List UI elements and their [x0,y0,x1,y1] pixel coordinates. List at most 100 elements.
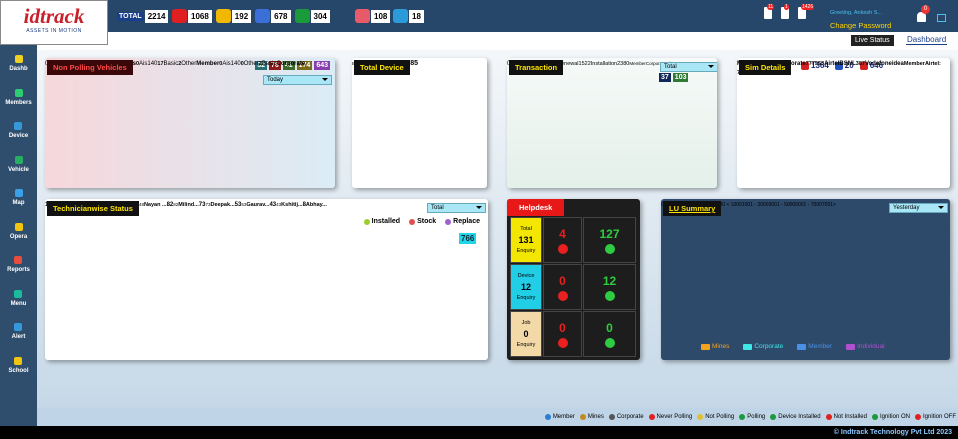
status-count[interactable]: 678 [255,9,291,23]
logout-icon[interactable] [937,14,946,22]
value-label: 53 [234,202,242,208]
sidebar-label: Dashb [9,66,28,72]
sidebar-item[interactable]: Alert [11,323,26,357]
x-tick-label: 5001 - 7000 [795,202,822,208]
closed-cell: 0 [583,311,636,357]
legend-icon [770,414,777,420]
footer: © Indtrack Technology Pvt Ltd 2023 [0,426,958,439]
closed-icon [604,290,615,301]
filter-dropdown[interactable]: Total [660,62,717,72]
filter-dropdown[interactable]: Yesterday [889,203,948,213]
inner-value-label: 73 [205,202,211,207]
total-box: TOTAL 2214 [117,10,169,23]
legend-item: Ignition ON [871,414,910,420]
other-icon [393,9,408,23]
closed-icon [604,337,615,348]
x-tick-label: Vodafoneidea [864,61,904,67]
y-tick-label: 0 [45,61,48,67]
legend: Mines Corporate Member Individual [701,343,885,350]
filter-dropdown[interactable]: Total [427,203,486,213]
sidebar-item[interactable]: Vehicle [8,155,29,190]
sim-totals: 1364 20 646 [801,61,883,70]
legend-swatch [445,218,452,225]
inner-value-label: 82 [173,202,179,207]
logo[interactable]: idtrack ASSETS IN MOTION [0,0,108,45]
non-polling-card: Non Polling Vehicles 32 76 41 174 643 Today … [45,58,335,188]
status-icon [172,9,187,23]
legend-icon [739,414,746,420]
x-tick-label: Other [243,61,259,67]
status-count[interactable]: 1068 [172,9,212,23]
card-title: Technicianwise Status [47,201,139,216]
legend-label: Not Installed [833,414,867,420]
badge: 103 [672,73,689,82]
row-label: Device [517,273,535,279]
y-tick-label: Installation [590,61,618,67]
other-count[interactable]: 18 [393,9,424,23]
top-bar: TOTAL 2214 1068 192 678 304 108 18 11 1 1426 … [0,0,958,32]
change-password[interactable]: Change Password [830,21,892,30]
alert[interactable]: 1426 [798,4,815,19]
x-tick-label: Basic [261,61,277,67]
x-tick-label: Ais140 [139,61,158,67]
legend-icon [797,343,807,350]
live-status-button[interactable]: Live Status [851,35,894,46]
sidebar-item[interactable]: Members [5,88,32,123]
legend-item: Corporate [743,343,783,350]
legend-icon [608,414,615,420]
x-tick-label: 3001 - 5000 [768,202,796,208]
legend-swatch [409,218,416,225]
helpdesk-row: Job 0 Enquiry 0 0 [510,311,636,357]
legend-label: Member [808,343,833,350]
sidebar-icon [14,222,23,231]
sidebar-icon [14,356,23,365]
x-tick-label: 1001 - 3000 [741,202,769,208]
sidebar-label: Alert [11,334,26,340]
status-icon [255,9,271,23]
open-icon [557,337,568,348]
calendar-count[interactable]: 108 [355,9,391,23]
card-title: Total Device [354,60,410,75]
group-label: Corporate [276,61,306,67]
x-tick-label: Deepak... [210,202,235,208]
value-label: 2 [258,61,262,67]
sidebar-label: Device [8,133,29,139]
sidebar-icon [14,55,23,63]
tooltip-series: Member [903,61,925,67]
dashboard-tab[interactable]: Dashboard [906,35,948,45]
calendar-number: 108 [371,9,391,23]
alert[interactable]: 11 [764,4,775,19]
open-cell: 0 [543,311,582,357]
alert[interactable]: 1 [781,4,789,19]
badges: 32 76 41 174 643 [255,61,330,70]
legend-label: Individual [857,343,885,350]
sidebar-item[interactable]: Dashb [9,55,28,89]
x-tick-label: Gaurav... [246,202,270,208]
total-count: 2214 [144,10,169,23]
legend-item: Individual [846,343,885,350]
sim-total-value: 1364 [811,61,829,70]
bell-icon[interactable] [917,12,926,22]
sidebar-label: School [8,367,29,374]
row-sub: Enquiry [516,342,536,348]
open-count: 0 [559,273,566,288]
x-tick-label: 7001> [821,202,836,208]
technician-card: Technicianwise Status Total Installed Sto… [45,199,488,360]
x-tick-label: Other [181,61,197,67]
legend-icon [871,414,878,420]
legend-item: Device Installed [770,414,821,420]
sidebar-item[interactable]: Menu [11,289,26,324]
sidebar-item[interactable]: School [8,356,29,391]
sidebar-item[interactable]: Map [13,189,25,223]
status-count[interactable]: 192 [215,9,252,23]
filter-dropdown[interactable]: Today [263,75,332,85]
inner-value-label: 43 [276,202,282,207]
value-label: 15 [578,61,585,67]
sidebar-item[interactable]: Reports [7,256,30,290]
status-count[interactable]: 304 [294,9,330,23]
legend-icon [846,343,856,350]
sidebar-item[interactable]: Opera [10,222,27,257]
sidebar-item[interactable]: Device [9,122,28,156]
x-tick-label: Milind... [178,202,199,208]
